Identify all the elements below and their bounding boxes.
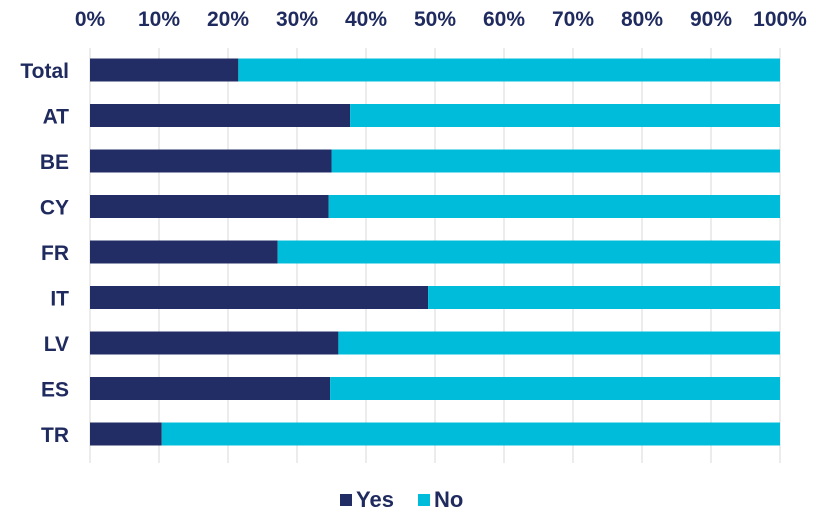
- bar-yes-be: [90, 149, 332, 173]
- category-label: ES: [41, 379, 69, 402]
- category-label: LV: [44, 333, 69, 356]
- bar-yes-fr: [90, 240, 278, 264]
- bar-no-es: [330, 377, 780, 400]
- bar-no-it: [428, 286, 780, 309]
- category-label: FR: [41, 242, 69, 265]
- category-label: BE: [40, 151, 69, 174]
- bar-no-tr: [161, 422, 780, 446]
- bars: [90, 58, 781, 446]
- category-label: Total: [20, 60, 69, 83]
- bar-no-lv: [338, 331, 780, 355]
- x-tick-label: 70%: [552, 8, 594, 31]
- bar-no-be: [331, 149, 780, 173]
- category-labels: Total AT BE CY FR IT LV ES TR: [20, 60, 69, 447]
- legend-label-yes: Yes: [356, 487, 394, 512]
- x-tick-label: 100%: [753, 8, 807, 31]
- bar-yes-lv: [90, 331, 339, 355]
- category-label: AT: [43, 106, 70, 129]
- bar-no-at: [350, 104, 780, 127]
- x-tick-label: 30%: [276, 8, 318, 31]
- bar-yes-total: [90, 58, 239, 82]
- x-axis-ticks: 0% 10% 20% 30% 40% 50% 60% 70% 80% 90% 100%: [75, 8, 807, 31]
- x-tick-label: 0%: [75, 8, 106, 31]
- legend: Yes No: [340, 487, 463, 512]
- x-tick-label: 60%: [483, 8, 525, 31]
- bar-no-fr: [277, 240, 780, 264]
- bar-yes-cy: [90, 195, 329, 218]
- legend-label-no: No: [434, 487, 463, 512]
- bar-yes-es: [90, 377, 331, 400]
- x-tick-label: 20%: [207, 8, 249, 31]
- x-tick-label: 50%: [414, 8, 456, 31]
- legend-swatch-no: [418, 494, 430, 506]
- x-tick-label: 40%: [345, 8, 387, 31]
- bar-yes-it: [90, 286, 429, 309]
- bar-no-total: [238, 58, 781, 82]
- x-tick-label: 90%: [690, 8, 732, 31]
- legend-swatch-yes: [340, 494, 352, 506]
- bar-yes-tr: [90, 422, 162, 446]
- category-label: IT: [50, 288, 69, 311]
- category-label: CY: [40, 197, 69, 220]
- bar-no-cy: [328, 195, 780, 218]
- x-tick-label: 10%: [138, 8, 180, 31]
- category-label: TR: [41, 424, 69, 447]
- bar-yes-at: [90, 104, 351, 127]
- x-tick-label: 80%: [621, 8, 663, 31]
